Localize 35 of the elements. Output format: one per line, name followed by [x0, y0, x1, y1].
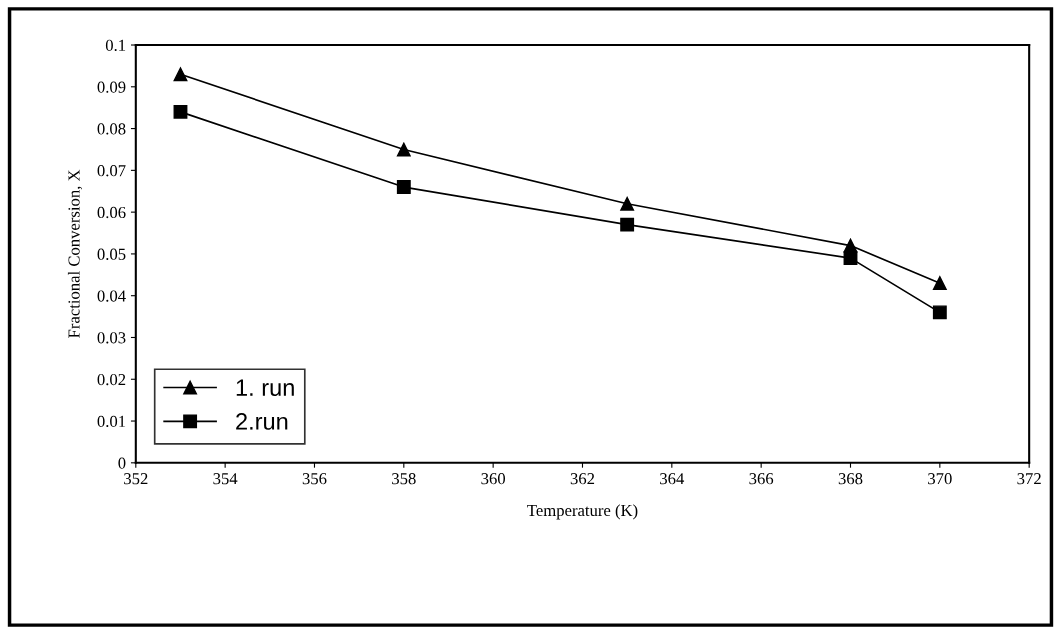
- y-tick-label: 0.02: [97, 373, 126, 386]
- x-tick-label: 370: [928, 473, 952, 485]
- point: [620, 196, 635, 211]
- y-axis-title: Fractional Conversion, X: [67, 169, 83, 338]
- legend-label: 1. run: [236, 379, 294, 396]
- point: [396, 180, 411, 195]
- point: [396, 142, 411, 157]
- y-tick-label: 0.04: [97, 290, 126, 302]
- y-tick-label: 0.05: [97, 248, 126, 260]
- point: [173, 67, 188, 82]
- x-tick-label: 368: [838, 473, 863, 485]
- y-tick-label: 0.1: [105, 39, 126, 52]
- y-tick-label: 0: [118, 457, 126, 469]
- x-axis-title: Temperature (K): [527, 504, 638, 520]
- x-tick-label: 360: [481, 473, 506, 485]
- x-tick-label: 372: [1017, 473, 1041, 485]
- y-tick-label: 0.07: [97, 165, 126, 177]
- point: [173, 104, 188, 119]
- y-tick-label: 0.01: [97, 415, 126, 428]
- point: [620, 217, 635, 232]
- legend-label: 2.run: [236, 413, 288, 430]
- y-tick-label: 0.06: [97, 206, 126, 219]
- x-tick-label: 364: [660, 473, 685, 485]
- x-tick-label: 352: [124, 473, 148, 485]
- point: [932, 305, 947, 320]
- y-tick-label: 0.08: [97, 123, 126, 135]
- x-tick-label: 358: [392, 473, 416, 485]
- y-tick-label: 0.03: [97, 332, 126, 344]
- x-tick-label: 356: [302, 473, 327, 485]
- point: [932, 276, 947, 291]
- y-tick-label: 0.09: [97, 81, 126, 93]
- x-tick-label: 354: [213, 473, 238, 485]
- point: [843, 251, 858, 266]
- x-tick-label: 366: [749, 473, 774, 485]
- x-tick-label: 362: [570, 473, 595, 485]
